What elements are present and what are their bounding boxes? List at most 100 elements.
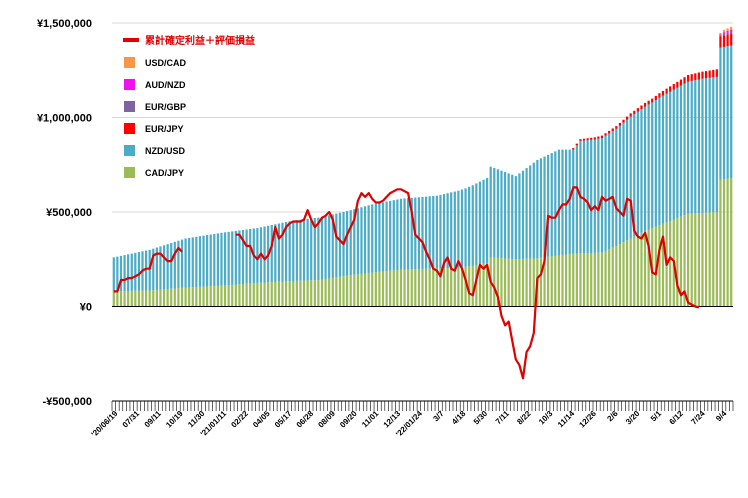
bar-segment — [270, 282, 273, 307]
bar-segment — [381, 202, 385, 272]
bar-segment — [231, 231, 234, 285]
bar-segment — [676, 81, 679, 88]
bar-segment — [719, 36, 722, 48]
bar-segment — [572, 149, 575, 254]
bar-segment — [202, 235, 205, 287]
bar-segment — [460, 267, 464, 307]
legend: 累計確定利益＋評価損益 USD/CAD AUD/NZD EUR/GBP EUR/JPY N… — [123, 34, 255, 178]
bar-segment — [564, 149, 568, 255]
bar-segment — [119, 255, 123, 292]
bar-segment — [295, 280, 298, 307]
bar-segment — [439, 194, 442, 269]
bar-segment — [701, 71, 704, 79]
bar-segment — [622, 122, 625, 243]
x-tick-label: 08/09 — [316, 409, 337, 430]
bar-segment — [331, 277, 334, 307]
y-axis-labels: ¥1,500,000 ¥1,000,000 ¥500,000 ¥0 -¥500,000 — [37, 18, 92, 408]
bar-segment — [180, 239, 184, 288]
bar-segment — [687, 213, 690, 307]
bar-segment — [643, 230, 647, 307]
profit-line-segment — [235, 186, 700, 380]
bar-segment — [726, 178, 729, 307]
bar-segment — [536, 160, 539, 259]
bar-segment — [206, 235, 209, 287]
bar-segment — [439, 268, 442, 307]
bar-segment — [267, 282, 270, 307]
bar-segment — [622, 119, 625, 123]
bar-segment — [683, 83, 686, 216]
bar-segment — [475, 265, 478, 307]
bar-segment — [281, 222, 284, 282]
y-tick-label: ¥0 — [80, 302, 92, 314]
bar-segment — [263, 282, 266, 307]
bar-segment — [112, 257, 115, 292]
bar-segment — [687, 81, 690, 214]
bar-segment — [216, 285, 220, 307]
bar-segment — [288, 281, 291, 307]
bar-segment — [281, 281, 284, 307]
bar-segment — [310, 280, 313, 307]
bar-segment — [453, 191, 456, 268]
bar-segment — [608, 133, 611, 250]
bar-segment — [690, 74, 693, 81]
bar-segment — [231, 284, 234, 307]
bar-segment — [661, 95, 665, 224]
bar-segment — [719, 32, 722, 35]
bar-segment — [550, 256, 553, 307]
bar-segment — [256, 282, 259, 307]
bar-segment — [611, 128, 614, 132]
bar-segment — [636, 234, 639, 307]
bar-segment — [170, 242, 173, 289]
bar-segment — [618, 244, 622, 307]
legend-line-label: 累計確定利益＋評価損益 — [145, 34, 255, 47]
bar-segment — [503, 172, 507, 259]
bar-segment — [421, 196, 424, 269]
bar-segment — [543, 156, 546, 258]
bar-segment — [155, 289, 158, 307]
bar-segment — [561, 254, 564, 307]
legend-swatch — [124, 57, 135, 68]
bar-segment — [241, 284, 245, 307]
bar-segment — [399, 198, 403, 270]
bar-segment — [575, 145, 578, 254]
bar-segment — [568, 149, 571, 255]
bar-segment — [647, 104, 650, 230]
bar-segment — [313, 218, 316, 281]
bar-segment — [141, 290, 144, 307]
bar-segment — [618, 125, 622, 245]
bar-segment — [586, 138, 589, 141]
bar-segment — [170, 288, 173, 307]
bar-segment — [457, 190, 460, 268]
bar-segment — [277, 223, 281, 282]
bar-segment — [119, 291, 123, 307]
bar-segment — [302, 219, 306, 281]
bar-segment — [690, 80, 693, 214]
bar-segment — [726, 46, 729, 179]
bar-segment — [446, 193, 449, 269]
bar-segment — [669, 91, 672, 221]
bar-segment — [428, 268, 431, 307]
bar-segment — [661, 90, 665, 96]
bar-segment — [378, 203, 381, 272]
bar-segment — [493, 257, 496, 307]
bar-segment — [367, 272, 370, 307]
bar-segment — [590, 252, 593, 307]
bar-segment — [697, 79, 701, 214]
bar-segment — [148, 249, 151, 291]
bar-segment — [396, 269, 399, 307]
bar-segment — [346, 211, 349, 276]
bar-segment — [615, 128, 618, 247]
bar-segment — [346, 275, 349, 307]
bar-segment — [295, 220, 298, 281]
bar-segment — [593, 137, 596, 140]
bar-segment — [407, 198, 410, 270]
cumulative-profit-line — [113, 186, 700, 380]
bar-segment — [651, 98, 654, 103]
bar-segment — [184, 287, 187, 307]
bar-segment — [195, 236, 198, 288]
bar-segment — [195, 287, 198, 307]
bar-segment — [385, 271, 388, 307]
bar-segment — [112, 291, 115, 307]
bar-segment — [658, 93, 661, 98]
bar-segment — [353, 209, 356, 275]
